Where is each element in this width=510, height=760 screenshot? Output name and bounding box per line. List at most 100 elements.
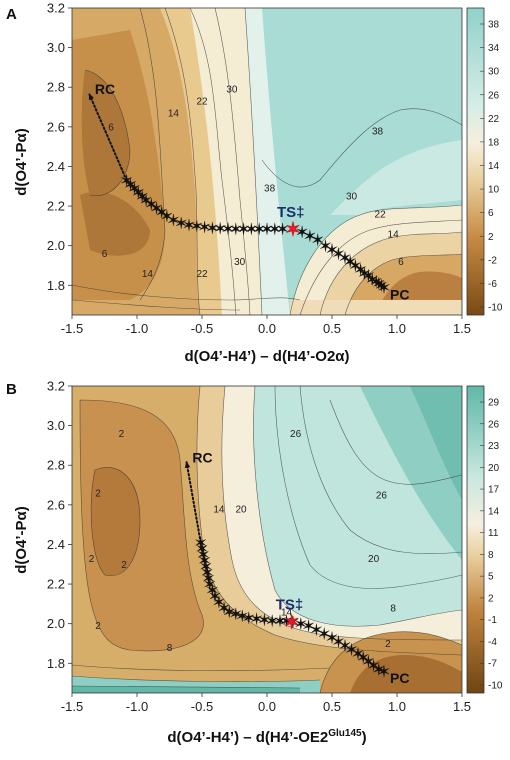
colorbar-ticks-a: 38 34 30 26 22 18 14 10 6 2 -2 -6 -10 [480,20,503,314]
contour-line-a [71,299,241,311]
contour-label: 22 [196,97,208,108]
contour-label: 26 [376,490,388,501]
contour-line-b [299,385,463,555]
ts-marker-a [286,221,300,237]
path-point [266,614,278,627]
contour-lines-a [71,7,463,316]
x-tick-label: 0.0 [258,699,276,714]
colorbar-tick-label: 2 [488,593,494,604]
path-point [156,205,167,219]
contour-label: 30 [226,85,238,96]
contour-label: 14 [168,108,180,119]
path-point [344,255,356,268]
surface-region-b [91,467,140,576]
surface-region-b [410,386,462,500]
colorbar-a [466,7,485,316]
contour-label: 2 [119,429,125,440]
x-tick-label: 0.0 [258,321,276,336]
contour-line-a [299,219,463,316]
path-point [261,222,273,235]
path-point [339,251,351,264]
y-tick-label: 2.2 [47,577,65,592]
colorbar-ticks-b: 29 26 23 20 17 14 11 8 5 2 -1 -4 -7 -10 [480,398,503,692]
path-point [246,222,257,235]
surface-region-a [80,191,150,256]
y-tick-label: 3.2 [47,379,65,394]
colorbar-tick-label: 6 [488,208,494,219]
contour-label: 6 [102,249,108,260]
x-axis-label-b-end: ) [362,729,367,746]
ts-star [285,614,299,630]
contour-line-b [196,385,463,656]
rc-label-a: RC [95,81,115,97]
path-point [230,607,242,620]
path-point [251,612,262,625]
rc-arrow-line [87,92,128,182]
path-point [175,216,187,229]
colorbar-tick-label: 22 [488,114,500,125]
contour-line-a [164,7,201,316]
path-point [140,194,152,207]
y-tick-label: 1.8 [47,656,65,671]
contour-label: 2 [95,488,101,499]
x-axis-ticks-a: -1.5 -1.0 -0.5 0.0 0.5 1.0 1.5 [61,315,471,336]
path-point [222,222,234,235]
contour-line-a [289,204,463,316]
contour-label: 2 [95,621,101,632]
colorbar-tick-label: -2 [488,255,497,266]
path-point [214,222,226,235]
y-tick-label: 3.0 [47,418,65,433]
contour-line-a [344,253,463,316]
contour-label: 2 [121,560,127,571]
y-tick-label: 2.0 [47,238,65,253]
contour-line-b [329,399,463,485]
y-tick-label: 2.0 [47,616,65,631]
path-point [259,613,270,626]
contour-label: 38 [372,126,384,137]
ts-marker-b [285,614,299,630]
path-point [296,225,308,238]
contour-label: 26 [290,429,302,440]
colorbar-tick-label: 20 [488,463,500,474]
colorbar-tick-label: 23 [488,441,500,452]
path-point [274,614,286,627]
panel-label-a: A [6,6,17,23]
path-point [326,243,338,256]
x-tick-label: 0.5 [323,321,341,336]
x-tick-label: -1.0 [126,699,148,714]
x-tick-label: -1.5 [61,321,83,336]
path-point [378,665,390,678]
contour-label: 2 [89,554,95,565]
contour-label: 6 [108,122,114,133]
colorbar-tick-label: -1 [488,615,497,626]
x-tick-label: -0.5 [191,321,213,336]
colorbar-tick-label: 14 [488,161,500,172]
path-point [237,609,248,622]
x-tick-label: 1.0 [388,699,406,714]
y-tick-label: 1.8 [47,278,65,293]
path-point [199,220,210,233]
path-point [218,601,230,614]
contour-line-a [84,69,131,197]
x-axis-label-b: d(O4’-H4’) – d(H4’-OE2Glu145) [167,728,366,746]
contour-label: 8 [167,643,173,654]
colorbar-tick-label: 26 [488,419,500,430]
path-point [243,611,255,624]
contour-label: 14 [142,269,154,280]
x-tick-label: 1.5 [453,699,471,714]
contour-line-a [261,108,463,188]
contour-label: 6 [398,257,404,268]
surface-region-a [330,140,462,215]
colorbar-tick-label: 2 [488,232,494,243]
path-point [209,589,221,602]
x-axis-label-b-sup: Glu145 [328,728,362,739]
contour-label: 30 [234,257,246,268]
contour-line-b [319,631,463,694]
y-tick-label: 3.0 [47,40,65,55]
contour-line-a [139,7,166,301]
panel-a: A [6,1,503,366]
rc-label-b: RC [192,449,212,465]
surface-region-b [350,655,462,693]
